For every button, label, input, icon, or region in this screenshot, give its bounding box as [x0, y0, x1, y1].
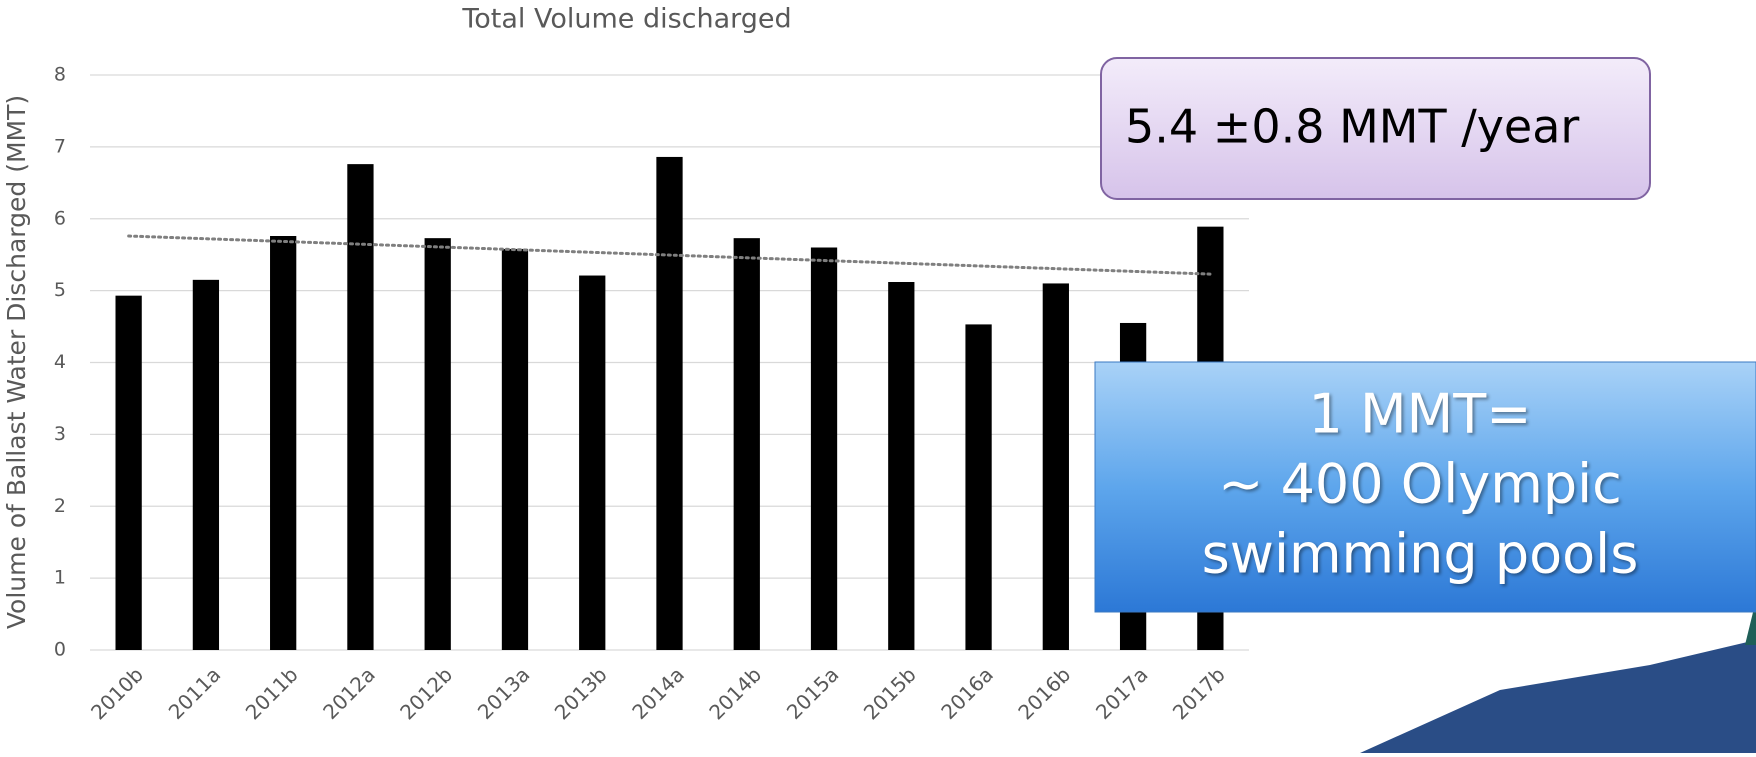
x-tick-label: 2017a	[1091, 662, 1153, 724]
y-tick-label: 4	[54, 351, 66, 373]
y-tick-label: 3	[54, 423, 66, 445]
bar	[115, 295, 142, 650]
x-tick-label: 2013a	[473, 662, 535, 724]
annotation: 5.4 ±0.8 MMT /year	[1125, 100, 1579, 154]
bar	[810, 247, 838, 650]
bar	[888, 282, 915, 650]
x-tick-label: 2015b	[859, 662, 921, 724]
y-axis-label: Volume of Ballast Water Discharged (MMT)	[2, 95, 31, 629]
x-tick-label: 2013b	[550, 662, 612, 724]
x-tick-label: 2014b	[704, 662, 766, 724]
x-tick-label: 2011b	[241, 662, 303, 724]
y-tick-label: 8	[54, 64, 66, 86]
x-tick-label: 2012a	[318, 662, 380, 724]
annotation-box	[1094, 361, 1756, 613]
x-tick-label: 2017b	[1168, 662, 1230, 724]
bar	[656, 156, 683, 650]
annotation: ~ 400 Olympic	[1218, 453, 1622, 516]
annotation-box	[1100, 57, 1651, 200]
bar	[192, 279, 220, 650]
y-tick-label: 6	[54, 207, 66, 229]
bar	[1042, 283, 1069, 650]
x-tick-label: 2010b	[86, 662, 148, 724]
bar	[579, 275, 606, 650]
bar	[501, 248, 529, 650]
bar	[965, 324, 992, 650]
x-tick-label: 2016b	[1013, 662, 1075, 724]
annotation: swimming pools	[1202, 523, 1639, 586]
x-tick-label: 2011a	[164, 662, 226, 724]
background-image	[1360, 640, 1756, 753]
y-tick-label: 7	[54, 135, 66, 157]
y-tick-label: 1	[54, 567, 66, 589]
x-tick-label: 2016a	[936, 662, 998, 724]
y-tick-label: 5	[54, 279, 66, 301]
x-tick-label: 2012b	[395, 662, 457, 724]
x-tick-label: 2015a	[782, 662, 844, 724]
bar	[347, 164, 374, 650]
bar	[424, 238, 451, 650]
trendline	[127, 234, 1212, 276]
y-tick-label: 0	[54, 639, 66, 661]
x-tick-label: 2014a	[627, 662, 689, 724]
bar	[733, 238, 760, 650]
chart-title: Total Volume discharged	[461, 4, 791, 35]
annotation: 1 MMT=	[1309, 383, 1532, 446]
bar	[270, 236, 297, 650]
y-tick-label: 2	[54, 495, 66, 517]
